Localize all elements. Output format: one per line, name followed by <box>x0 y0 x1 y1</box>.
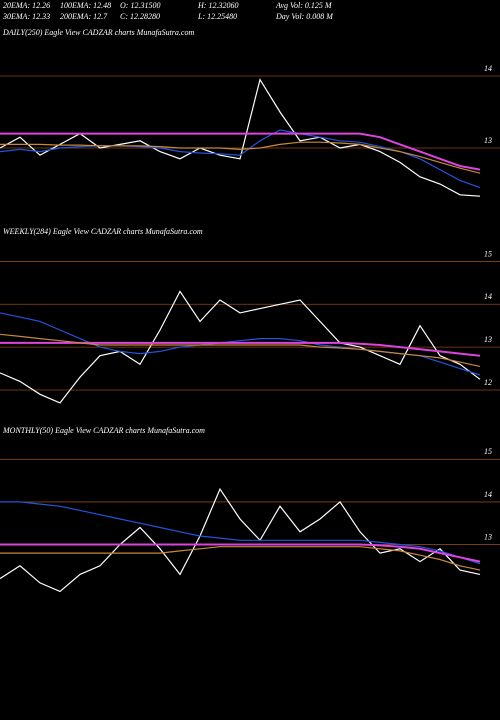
header-stat: L: 12.25480 <box>197 12 237 21</box>
header-stat: 100EMA: 12.48 <box>60 1 111 10</box>
price-line <box>0 333 481 367</box>
price-line <box>0 141 481 174</box>
y-tick-label: 14 <box>484 64 492 73</box>
header-stat: 20EMA: 12.26 <box>3 1 50 10</box>
price-line <box>0 312 481 376</box>
y-tick-label: 14 <box>484 292 492 301</box>
y-tick-label: 12 <box>484 378 492 387</box>
price-line <box>0 546 481 571</box>
header-stat: 200EMA: 12.7 <box>60 12 108 21</box>
y-tick-label: 13 <box>484 136 492 145</box>
price-line <box>0 501 481 565</box>
y-tick-label: 13 <box>484 532 492 541</box>
panel-title: MONTHLY(50) Eagle View CADZAR charts Mun… <box>2 426 205 435</box>
y-tick-label: 13 <box>484 335 492 344</box>
price-line <box>0 78 481 197</box>
header-stat: C: 12.28280 <box>120 12 160 21</box>
panel-title: WEEKLY(284) Eagle View CADZAR charts Mun… <box>3 227 203 236</box>
price-line <box>0 290 481 404</box>
header-stat: 30EMA: 12.33 <box>2 12 50 21</box>
panel-title: DAILY(250) Eagle View CADZAR charts Muna… <box>2 28 194 37</box>
y-tick-label: 15 <box>484 249 492 258</box>
y-tick-label: 14 <box>484 490 492 499</box>
header-stat: H: 12.32060 <box>197 1 238 10</box>
price-line <box>0 132 481 171</box>
header-stat: Avg Vol: 0.125 M <box>275 1 333 10</box>
header-stat: Day Vol: 0.008 M <box>275 12 334 21</box>
y-tick-label: 15 <box>484 447 492 456</box>
price-line <box>0 543 481 563</box>
price-line <box>0 487 481 593</box>
header-stat: O: 12.31500 <box>120 1 160 10</box>
